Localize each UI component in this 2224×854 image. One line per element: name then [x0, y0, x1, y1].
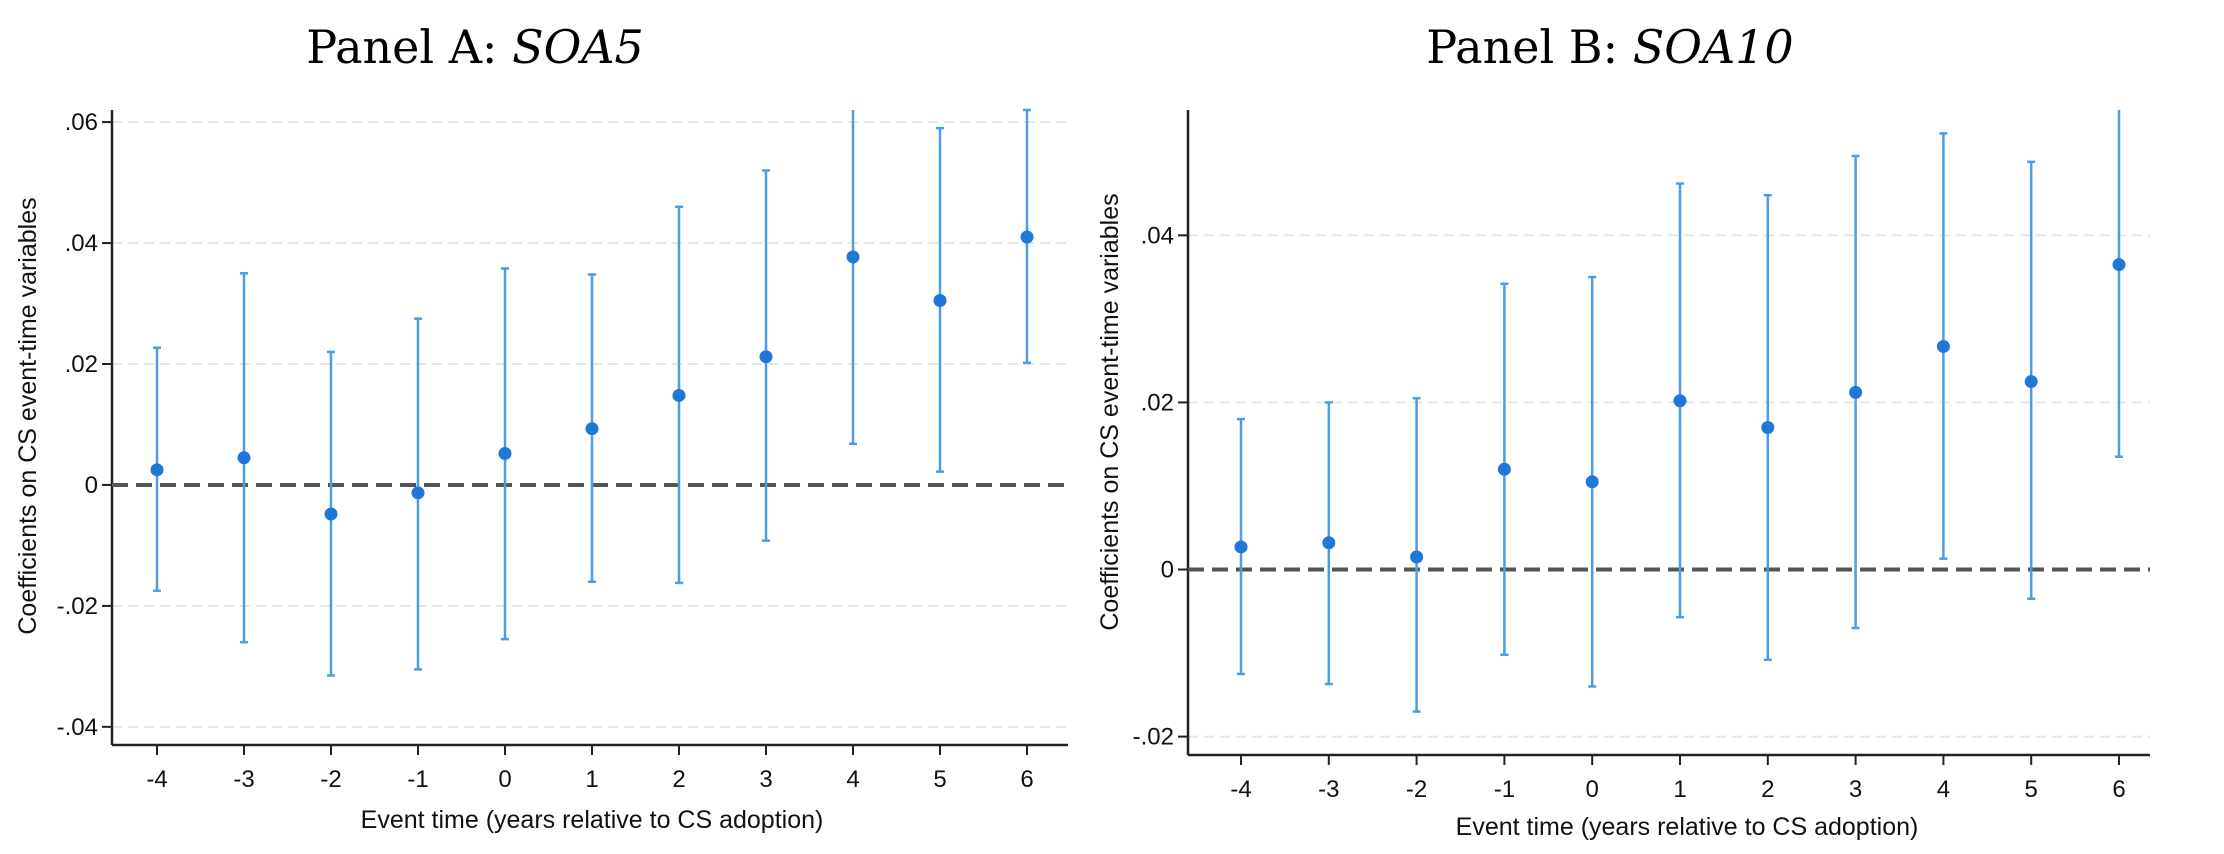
- panel-a-x-tick-label: 1: [585, 766, 598, 793]
- panel-a: Panel A: SOA5 -.04 -.02 0 .02 .04 .06 -4 -3 -2 -1…: [14, 20, 1068, 834]
- panel-a-x-tick-label: 5: [933, 766, 946, 793]
- panel-a-x-tick-label: -1: [407, 766, 428, 793]
- panel-b-x-tick-label: 1: [1673, 776, 1686, 803]
- panel-b-point-estimate: [2024, 375, 2038, 389]
- panel-b-point-estimate: [1849, 385, 1863, 399]
- panel-a-x-tick-label: 6: [1020, 766, 1033, 793]
- panel-b-x-tick-label: -1: [1494, 776, 1515, 803]
- panel-a-point-estimate: [759, 350, 773, 364]
- panel-a-x-tick-label: 4: [846, 766, 859, 793]
- panel-b-x-tick-label: -4: [1230, 776, 1251, 803]
- panel-b-y-tick-label: .04: [1141, 222, 1174, 249]
- panel-a-x-tick-label: 3: [759, 766, 772, 793]
- panel-a-y-tick-label: .06: [65, 109, 98, 136]
- panel-a-x-tick-label: 0: [498, 766, 511, 793]
- panel-b-x-tick-label: -2: [1406, 776, 1427, 803]
- panel-b-title-prefix: Panel B:: [1426, 20, 1632, 74]
- panel-b-x-tick-label: 4: [1937, 776, 1950, 803]
- panel-b-title-variable: SOA10: [1633, 20, 1794, 74]
- panel-a-y-tick-label: .04: [65, 230, 98, 257]
- panel-b-y-tick-label: -.02: [1133, 724, 1174, 751]
- panel-a-point-estimate: [585, 422, 599, 436]
- panel-b-x-axis-title: Event time (years relative to CS adoptio…: [1456, 813, 1919, 841]
- panel-a-x-tick-label: -2: [320, 766, 341, 793]
- panel-a-x-axis-title: Event time (years relative to CS adoptio…: [361, 806, 824, 834]
- panel-b-plot-area: -.02 0 .02 .04 -4 -3 -2 -1 0 1 2 3 4 5 6: [1133, 110, 2150, 803]
- panel-b-y-tick-label: .02: [1141, 389, 1174, 416]
- panel-a-x-tick-label: -4: [146, 766, 167, 793]
- panel-b-x-tick-label: 2: [1761, 776, 1774, 803]
- panel-a-y-tick-label: -.04: [57, 714, 98, 741]
- panel-b-point-estimate: [1585, 475, 1599, 489]
- panel-b-point-estimate: [1497, 462, 1511, 476]
- panel-b-x-tick-label: 5: [2025, 776, 2038, 803]
- panel-a-point-estimate: [237, 451, 251, 465]
- panel-b-x-tick-label: -3: [1318, 776, 1339, 803]
- panel-b-x-tick-label: 6: [2112, 776, 2125, 803]
- panel-a-title-prefix: Panel A:: [306, 20, 512, 74]
- panel-b-x-tick-label: 0: [1586, 776, 1599, 803]
- panel-a-y-axis-title: Coefficients on CS event-time variables: [14, 197, 42, 634]
- panel-a-point-estimate: [933, 294, 947, 307]
- panel-b-title: Panel B: SOA10: [1426, 20, 1793, 74]
- panel-a-y-tick-label: .02: [65, 351, 98, 378]
- panel-a-point-estimate: [672, 388, 686, 402]
- panel-a-point-estimate: [498, 447, 512, 461]
- panel-b-point-estimate: [1410, 550, 1424, 564]
- panel-a-point-estimate: [150, 463, 164, 477]
- panel-b-point-estimate: [1673, 394, 1687, 408]
- panel-a-y-tick-label: -.02: [57, 593, 98, 620]
- panel-b-point-estimate: [1322, 536, 1336, 550]
- panel-a-x-tick-label: -3: [233, 766, 254, 793]
- panel-a-plot-area: -.04 -.02 0 .02 .04 .06 -4 -3 -2 -1 0 1 2 3 4 5 6: [57, 108, 1068, 793]
- panel-b-point-estimate: [1936, 339, 1950, 353]
- panel-a-point-estimate: [1020, 230, 1034, 244]
- panel-a-point-estimate: [411, 486, 425, 500]
- panel-b-point-estimate: [2112, 258, 2126, 272]
- panel-a-title-variable: SOA5: [512, 20, 644, 74]
- panel-b-y-axis-title: Coefficients on CS event-time variables: [1096, 193, 1124, 630]
- panel-a-y-tick-label: 0: [85, 472, 98, 499]
- panel-b-point-estimate: [1234, 540, 1248, 554]
- panel-b-point-estimate: [1761, 420, 1775, 434]
- panel-b-y-tick-label: 0: [1161, 557, 1174, 584]
- panel-a-x-tick-label: 2: [672, 766, 685, 793]
- panel-a-point-estimate: [846, 250, 860, 264]
- panel-b-x-tick-label: 3: [1849, 776, 1862, 803]
- panel-b: Panel B: SOA10 -.02 0 .02 .04 -4 -3 -2 -1 0 1 2 3 4 5…: [1096, 20, 2150, 841]
- panel-a-point-estimate: [324, 507, 338, 521]
- panel-a-title: Panel A: SOA5: [306, 20, 644, 74]
